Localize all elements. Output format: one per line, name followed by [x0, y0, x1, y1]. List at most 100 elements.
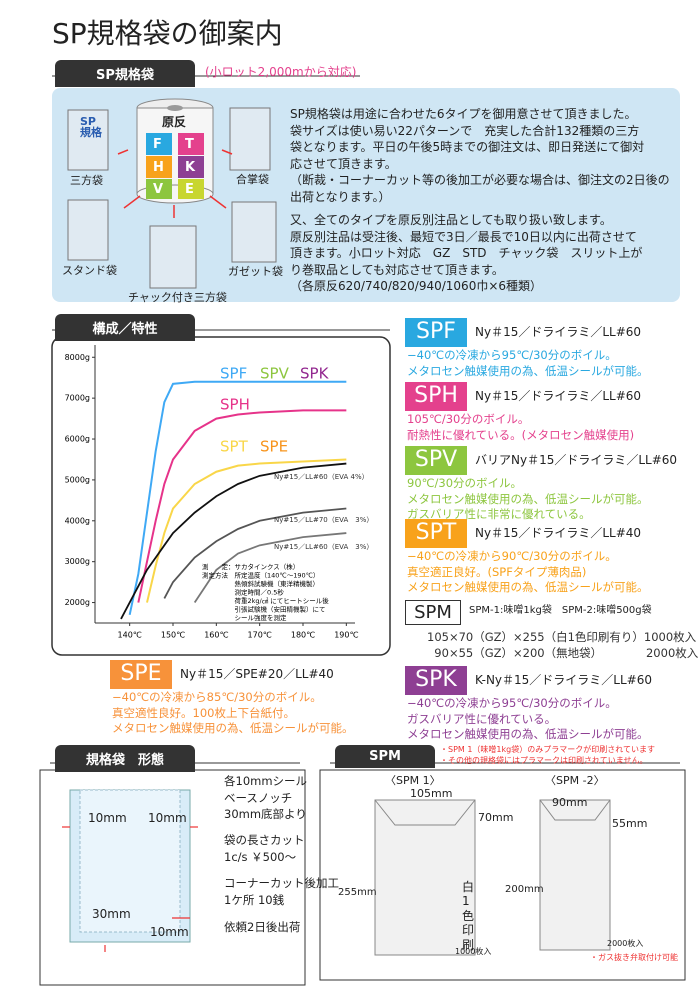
- annotation: SPK: [300, 365, 330, 383]
- x-tick-label: 170℃: [248, 631, 272, 640]
- type-desc: 真空適正良好。(SPFタイプ薄肉品): [407, 564, 587, 579]
- spm-bag1-width: 105mm: [410, 787, 453, 800]
- spm-note: ・その他の規格袋にはプラマークは印刷されていません。: [440, 756, 648, 765]
- type-spec: Ny＃15／ドライラミ／LL#60: [475, 325, 642, 339]
- type-desc: −40℃の冷凍から95℃/30分のボイル。: [407, 348, 617, 362]
- spm-bag1-gusset: 70mm: [478, 811, 514, 824]
- bag-print: SP規格: [80, 115, 102, 139]
- spm-bag1-height: 255mm: [338, 887, 377, 898]
- y-tick-label: 7000g: [65, 394, 90, 403]
- spm-bag2-height: 200mm: [505, 884, 544, 895]
- y-tick-label: 3000g: [65, 557, 90, 566]
- intro-text: 頂きます。小ロット対応 GZ STD チャック袋 スリット上が: [290, 246, 643, 260]
- form-note: 袋の長さカット: [224, 833, 305, 847]
- chart-frame: [51, 336, 391, 656]
- type-desc: ガスバリア性に優れている。: [407, 711, 557, 726]
- type-badge: SPK: [405, 666, 467, 695]
- type-desc: メタロセン触媒使用の為、低温シールが可能。: [407, 580, 649, 594]
- section-tab: SPM: [335, 745, 435, 768]
- spm-bag2-count: 2000枚入: [607, 939, 644, 948]
- type-spec: Ny＃15／ドライラミ／LL#60: [475, 389, 642, 403]
- form-note: コーナーカット後加工: [224, 876, 339, 890]
- roll-letter: F: [153, 137, 162, 152]
- intro-text: 原反別注品は受注後、最短で3日／最長で10日以内に出荷させて: [290, 229, 637, 244]
- spm-bag1-count: 1000枚入: [455, 947, 492, 956]
- section-tab: 規格袋 形態: [55, 745, 195, 772]
- intro-text: （各原反620/740/820/940/1060巾×6種類）: [290, 279, 543, 293]
- type-desc: −40℃の冷凍から85℃/30分のボイル。: [112, 690, 322, 704]
- form-note: 依頼2日後出荷: [224, 920, 301, 934]
- intro-text: り巻取品としても対応させて頂きます。: [290, 262, 504, 277]
- series-line: [137, 409, 347, 603]
- y-tick-label: 6000g: [65, 435, 90, 444]
- bag-label: 合掌袋: [236, 173, 269, 186]
- type-desc: ガスバリア性に非常に優れている。: [407, 507, 591, 521]
- type-desc: 105℃/30分のボイル。: [407, 412, 530, 426]
- y-tick-label: 8000g: [65, 353, 90, 362]
- bag-label: チャック付き三方袋: [128, 291, 227, 304]
- roll-letter: T: [185, 137, 194, 152]
- section-tab: SP規格袋: [55, 60, 195, 87]
- series-line: [163, 507, 347, 599]
- section-tab: 構成／特性: [55, 314, 195, 341]
- type-desc: メタロセン触媒使用の為、低温シールが可能。: [112, 721, 354, 735]
- type-desc: −40℃の冷凍から95℃/30分のボイル。: [407, 696, 617, 710]
- type-spec: Ny＃15／ドライラミ／LL#40: [475, 526, 642, 540]
- type-spec: バリアNy＃15／ドライラミ／LL#60: [475, 453, 678, 467]
- spm-bag1-print: 白1色印刷: [462, 880, 475, 952]
- type-desc: メタロセン触媒使用の為、低温シールが可能。: [407, 491, 649, 506]
- type-desc: 90℃/30分のボイル。: [407, 476, 523, 490]
- roll-letter: E: [185, 182, 194, 197]
- intro-text: SP規格袋は用途に合わせた6タイプを御用意させて頂きました。: [290, 107, 637, 121]
- type-badge: SPH: [405, 382, 467, 411]
- spm-footer: ・ガス抜き弁取付け可能: [590, 953, 678, 962]
- series-label: SPF: [220, 365, 247, 383]
- roll-letter: H: [153, 160, 164, 175]
- chart-note: 測定時間／0.5秒: [202, 588, 284, 597]
- type-desc: 90×55（GZ）×200（無地袋） 2000枚入: [427, 645, 699, 660]
- type-badge: SPV: [405, 446, 467, 475]
- dimension: 10mm: [148, 811, 187, 825]
- spm-bag1-label: 〈SPM 1〉: [385, 774, 441, 787]
- intro-text: 又、全てのタイプを原反別注品としても取り扱い致します。: [290, 213, 612, 227]
- y-tick-label: 2000g: [65, 598, 90, 607]
- x-tick-label: 150℃: [161, 631, 185, 640]
- series-label: Ny#15／LL#60（EVA 4%）: [274, 473, 369, 481]
- dimension: 10mm: [150, 925, 189, 939]
- series-label: Ny#15／LL#70（EVA 3%）: [274, 516, 373, 524]
- form-note: 1ケ所 10銭: [224, 893, 285, 907]
- intro-text: 袋サイズは使い易い22パターンで 充実した合計132種類の三方: [290, 123, 640, 138]
- roll-letter: V: [153, 182, 164, 197]
- chart-note: 引張試験機（安田精機製）にて: [202, 605, 326, 614]
- chart-note: 熱傾斜試験機（東洋精機製）: [202, 579, 319, 588]
- spm-bag2-label: 〈SPM -2〉: [545, 774, 605, 787]
- form-note: 1c/s ￥500〜: [224, 850, 297, 864]
- dimension: 10mm: [88, 811, 127, 825]
- intro-text: 応させて頂きます。: [290, 156, 397, 171]
- x-tick-label: 190℃: [334, 631, 358, 640]
- x-tick-label: 140℃: [118, 631, 142, 640]
- type-badge: SPM: [405, 600, 461, 625]
- chart-note: 測定方法 所定温度（140℃〜190℃）: [202, 571, 319, 580]
- chart-note: 荷重2kg/㎠ にてヒートシール後: [202, 596, 329, 605]
- type-badge: SPF: [405, 318, 467, 347]
- type-desc: メタロセン触媒使用の為、低温シールが可能。: [407, 727, 649, 741]
- series-label: SPH: [220, 396, 250, 414]
- chart: 2000g 3000g 4000g 5000g 6000g 7000g 8000g 140℃ 1…: [65, 345, 373, 640]
- series-label: SPT: [220, 438, 249, 456]
- type-badge: SPE: [110, 660, 172, 689]
- series-label: Ny#15／LL#60（EVA 3%）: [274, 543, 373, 551]
- spm-note: ・SPM 1（味噌1kg袋）のみプラマークが印刷されています: [440, 745, 655, 754]
- chart-note: シール強度を測定: [202, 613, 287, 622]
- type-spec: Ny＃15／SPE#20／LL#40: [180, 667, 334, 681]
- type-desc: −40℃の冷凍から90℃/30分のボイル。: [407, 549, 617, 563]
- spm-bag2-width: 90mm: [552, 796, 588, 809]
- type-badge: SPT: [405, 519, 467, 548]
- type-desc: 耐熱性に優れている。(メタロセン触媒使用): [407, 427, 635, 442]
- intro-text: 袋となります。平日の午後5時までの御注文は、即日発送にて御対: [290, 140, 645, 154]
- bag-label: 三方袋: [70, 174, 103, 187]
- x-tick-label: 160℃: [204, 631, 228, 640]
- y-tick-label: 5000g: [65, 475, 90, 484]
- y-tick-label: 4000g: [65, 516, 90, 525]
